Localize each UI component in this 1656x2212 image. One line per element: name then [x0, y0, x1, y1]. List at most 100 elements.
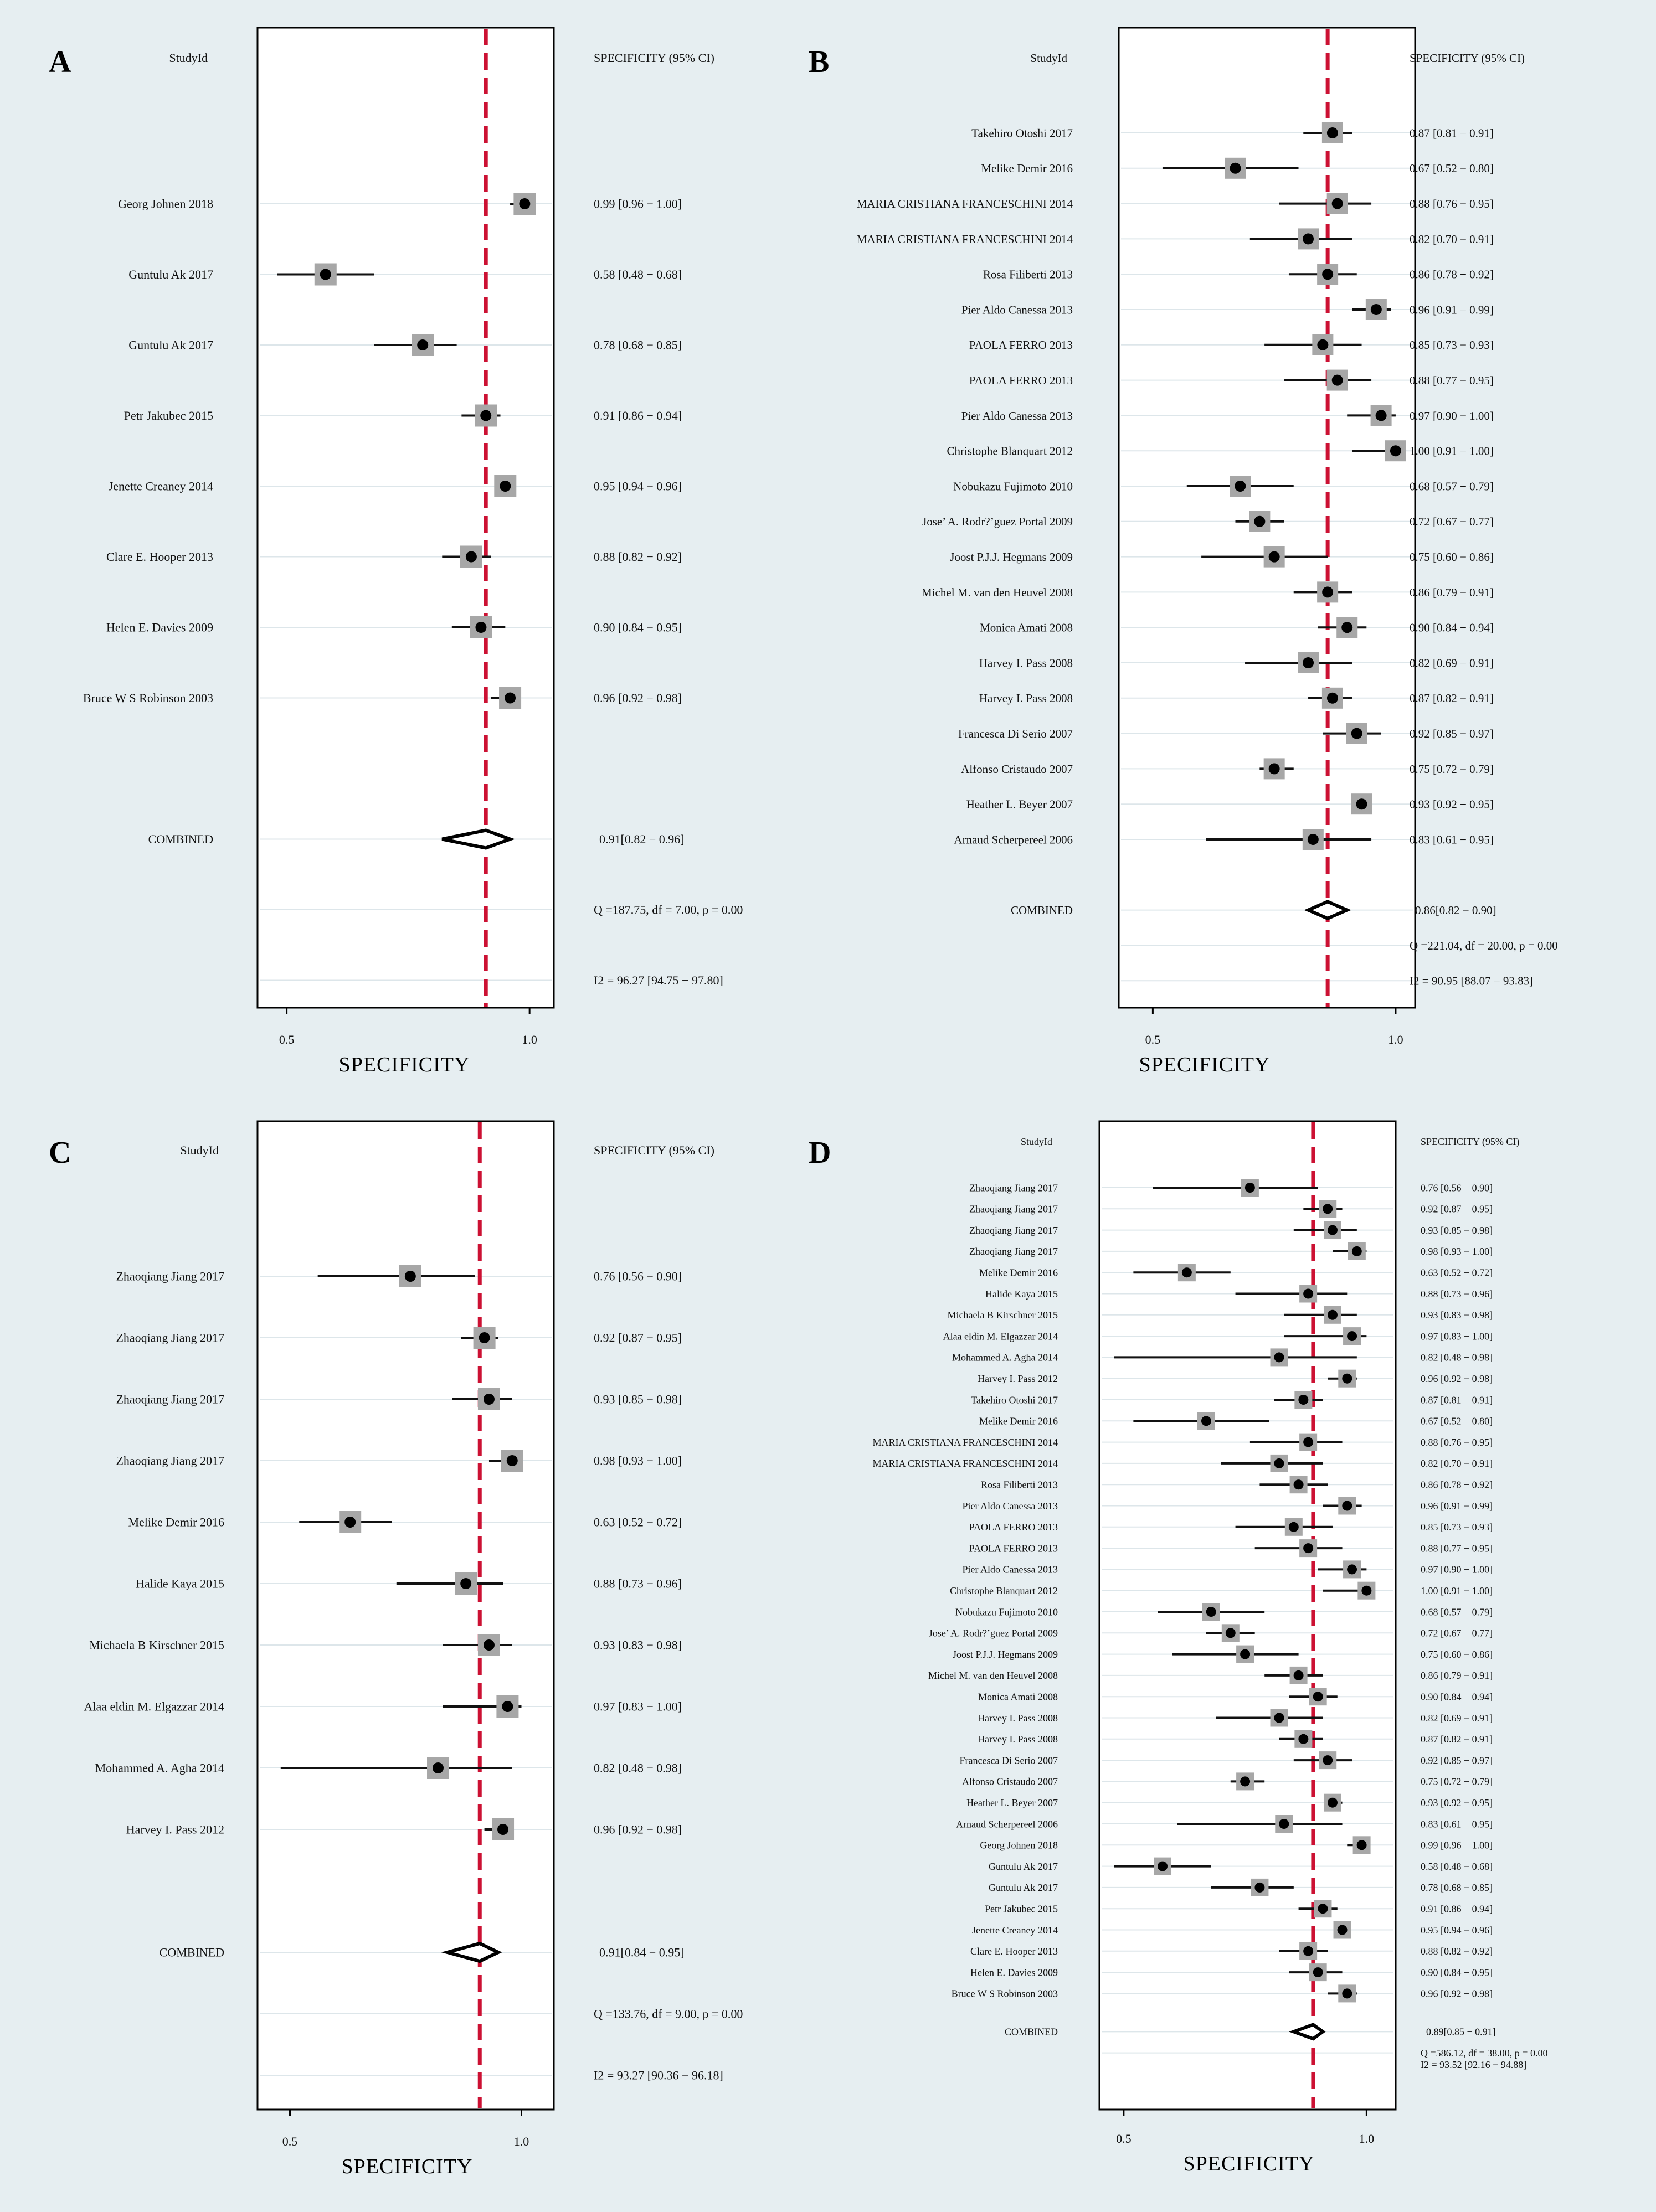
study-name: Melike Demir 2016	[979, 1416, 1058, 1427]
study-name: Michaela B Kirschner 2015	[89, 1638, 224, 1652]
study-point-estimate	[1351, 728, 1362, 739]
heterogeneity-i2: I2 = 96.27 [94.75 − 97.80]	[594, 973, 723, 987]
x-tick-label: 1.0	[522, 1033, 537, 1046]
study-ci-value: 0.93 [0.85 − 0.98]	[594, 1393, 682, 1406]
x-tick-label: 1.0	[514, 2134, 529, 2148]
study-ci-value: 0.95 [0.94 − 0.96]	[1421, 1925, 1493, 1936]
study-ci-value: 0.88 [0.73 − 0.96]	[594, 1577, 682, 1591]
study-name: Nobukazu Fujimoto 2010	[953, 479, 1073, 493]
study-ci-value: 0.86 [0.79 − 0.91]	[1421, 1670, 1493, 1681]
study-ci-value: 0.96 [0.92 − 0.98]	[594, 691, 682, 705]
study-ci-value: 0.91 [0.86 − 0.94]	[594, 409, 682, 422]
study-point-estimate	[417, 339, 429, 350]
study-name: Zhaoqiang Jiang 2017	[969, 1225, 1058, 1236]
study-ci-value: 0.58 [0.48 − 0.68]	[594, 267, 682, 281]
heterogeneity-q: Q =221.04, df = 20.00, p = 0.00	[1410, 939, 1558, 952]
study-point-estimate	[320, 269, 331, 280]
study-point-estimate	[1303, 657, 1314, 668]
study-ci-value: 0.93 [0.92 − 0.95]	[1421, 1797, 1493, 1808]
study-name: Pier Aldo Canessa 2013	[961, 409, 1073, 422]
study-point-estimate	[465, 551, 477, 563]
study-ci-value: 0.88 [0.76 − 0.95]	[1410, 197, 1494, 210]
study-ci-value: 1.00 [0.91 − 1.00]	[1410, 445, 1494, 458]
study-point-estimate	[1323, 1204, 1333, 1214]
forest-plot-panel-a: A StudyId SPECIFICITY (95% CI) Georg Johnen…	[49, 27, 743, 1076]
study-ci-value: 0.98 [0.93 − 1.00]	[1421, 1246, 1493, 1257]
study-ci-value: 0.92 [0.87 − 0.95]	[594, 1331, 682, 1345]
study-ci-value: 0.90 [0.84 − 0.94]	[1410, 621, 1494, 635]
forest-plot-panel-c: C StudyId SPECIFICITY (95% CI) Zhaoqiang Ji…	[49, 1120, 743, 2178]
study-point-estimate	[1268, 551, 1280, 563]
study-ci-value: 0.82 [0.70 − 0.91]	[1410, 233, 1494, 246]
study-name: Pier Aldo Canessa 2013	[961, 303, 1073, 316]
study-name: Joost P.J.J. Hegmans 2009	[950, 550, 1073, 564]
study-ci-value: 0.92 [0.87 − 0.95]	[1421, 1204, 1493, 1215]
study-point-estimate	[1307, 834, 1319, 845]
study-ci-value: 0.83 [0.61 − 0.95]	[1421, 1818, 1493, 1829]
heterogeneity-i2: I2 = 93.52 [92.16 − 94.88]	[1421, 2059, 1526, 2070]
study-point-estimate	[1327, 1797, 1338, 1808]
study-point-estimate	[433, 1762, 444, 1773]
study-name: Melike Demir 2016	[979, 1267, 1058, 1278]
x-tick-label: 1.0	[1359, 2132, 1375, 2146]
study-ci-value: 0.63 [0.52 − 0.72]	[594, 1515, 682, 1529]
study-ci-value: 0.85 [0.73 − 0.93]	[1410, 338, 1494, 352]
study-point-estimate	[1254, 515, 1266, 527]
study-ci-value: 0.90 [0.84 − 0.94]	[1421, 1692, 1493, 1703]
study-name: Jenette Creaney 2014	[972, 1925, 1058, 1936]
study-point-estimate	[1317, 339, 1329, 350]
study-name: Christophe Blanquart 2012	[950, 1585, 1058, 1596]
study-name: Rosa Filiberti 2013	[981, 1479, 1058, 1491]
study-ci-value: 0.86 [0.78 − 0.92]	[1410, 268, 1494, 281]
combined-diamond	[441, 1941, 502, 1963]
study-point-estimate	[1288, 1522, 1299, 1532]
study-ci-value: 0.87 [0.81 − 0.91]	[1410, 126, 1494, 140]
study-point-estimate	[1356, 1840, 1367, 1850]
study-point-estimate	[519, 198, 531, 209]
study-name: Nobukazu Fujimoto 2010	[955, 1606, 1058, 1617]
panel-letter: A	[49, 45, 71, 79]
study-name: Mohammed A. Agha 2014	[952, 1352, 1058, 1363]
study-point-estimate	[1337, 1925, 1348, 1935]
study-point-estimate	[1225, 1628, 1236, 1638]
study-name: MARIA CRISTIANA FRANCESCHINI 2014	[872, 1437, 1058, 1448]
study-point-estimate	[1303, 1946, 1314, 1956]
study-name: Guntulu Ak 2017	[128, 267, 213, 281]
study-point-estimate	[1206, 1607, 1216, 1617]
study-point-estimate	[1268, 763, 1280, 775]
combined-label: COMBINED	[160, 1946, 224, 1960]
study-ci-value: 0.75 [0.72 − 0.79]	[1421, 1776, 1493, 1787]
study-ci-value: 0.82 [0.48 − 0.98]	[1421, 1352, 1493, 1363]
study-name: Helen E. Davies 2009	[106, 621, 213, 635]
study-point-estimate	[1181, 1267, 1192, 1278]
study-name: Takehiro Otoshi 2017	[971, 126, 1073, 140]
study-name: Harvey I. Pass 2012	[126, 1823, 224, 1837]
study-name: PAOLA FERRO 2013	[969, 338, 1073, 352]
study-point-estimate	[483, 1394, 495, 1405]
study-ci-value: 0.97 [0.90 − 1.00]	[1421, 1564, 1493, 1575]
x-tick-label: 0.5	[279, 1033, 295, 1046]
study-name: Melike Demir 2016	[981, 162, 1073, 175]
study-point-estimate	[1322, 269, 1334, 280]
study-name: Mohammed A. Agha 2014	[95, 1761, 224, 1775]
study-point-estimate	[502, 1701, 513, 1712]
study-ci-value: 0.88 [0.77 − 0.95]	[1421, 1543, 1493, 1554]
study-point-estimate	[1326, 692, 1338, 704]
study-ci-value: 0.93 [0.92 − 0.95]	[1410, 798, 1494, 811]
ci-column-header: SPECIFICITY (95% CI)	[594, 1143, 714, 1157]
study-name: Melike Demir 2016	[128, 1515, 224, 1529]
study-ci-value: 0.88 [0.82 − 0.92]	[594, 550, 682, 564]
study-point-estimate	[1274, 1352, 1284, 1363]
study-name: PAOLA FERRO 2013	[969, 374, 1073, 387]
combined-ci-value: 0.91[0.82 − 0.96]	[599, 832, 685, 846]
study-ci-value: 0.88 [0.77 − 0.95]	[1410, 374, 1494, 387]
combined-ci-value: 0.89[0.85 − 0.91]	[1426, 2027, 1496, 2038]
study-name: Alaa eldin M. Elgazzar 2014	[943, 1331, 1058, 1342]
study-ci-value: 0.87 [0.82 − 0.91]	[1421, 1734, 1493, 1745]
study-point-estimate	[1322, 586, 1334, 598]
study-ci-value: 0.78 [0.68 − 0.85]	[594, 338, 682, 352]
study-name: Rosa Filiberti 2013	[983, 268, 1073, 281]
heterogeneity-q: Q =187.75, df = 7.00, p = 0.00	[594, 903, 743, 917]
study-ci-value: 0.99 [0.96 − 1.00]	[594, 197, 682, 211]
